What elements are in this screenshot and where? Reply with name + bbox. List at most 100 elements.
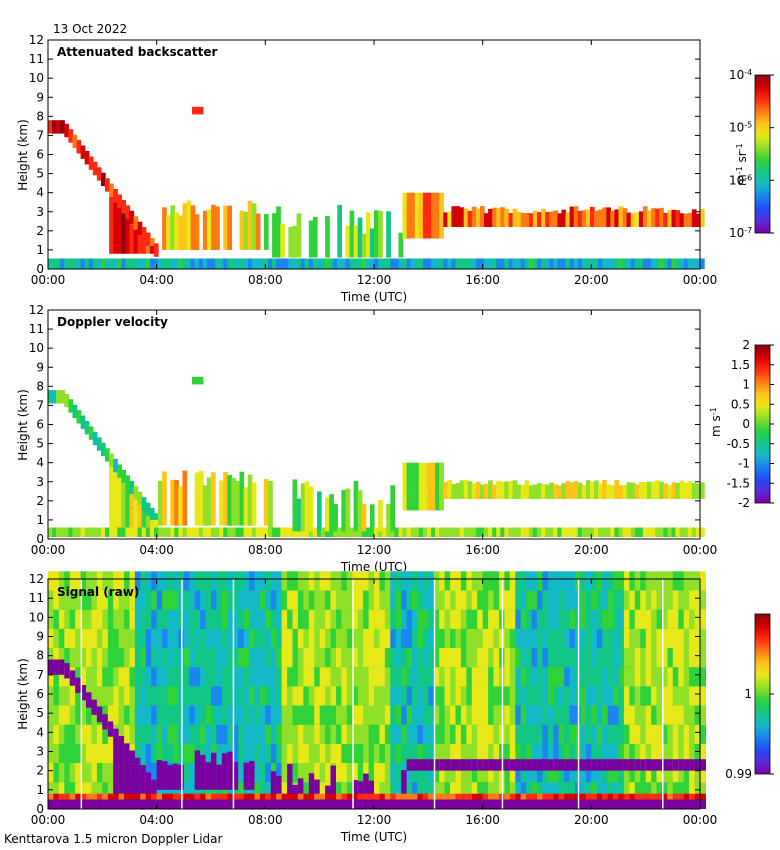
- heatmap-cell: [194, 724, 201, 744]
- heatmap-cell: [667, 258, 673, 269]
- heatmap-cell: [151, 667, 158, 687]
- heatmap-cell: [390, 571, 397, 591]
- heatmap-cell: [569, 763, 576, 783]
- heatmap-cell: [537, 609, 543, 629]
- heatmap-cell: [395, 667, 402, 687]
- heatmap-cell: [200, 754, 207, 790]
- heatmap-cell: [363, 686, 370, 706]
- heatmap-cell: [678, 686, 685, 706]
- heatmap-cell: [194, 793, 201, 800]
- heatmap-cell: [292, 609, 299, 629]
- heatmap-cell: [303, 799, 310, 809]
- heatmap-cell: [450, 667, 457, 687]
- heatmap-cell: [379, 743, 386, 763]
- heatmap-cell: [433, 571, 440, 591]
- heatmap-cell: [634, 782, 641, 802]
- heatmap-cell: [314, 763, 321, 783]
- heatmap-cell: [672, 628, 679, 648]
- heatmap-cell: [613, 667, 620, 687]
- heatmap-cell: [346, 743, 353, 763]
- heatmap-cell: [211, 609, 217, 629]
- heatmap-cell: [346, 590, 353, 610]
- heatmap-cell: [336, 793, 342, 800]
- heatmap-cell: [395, 799, 402, 809]
- heatmap-cell: [428, 571, 435, 591]
- heatmap-cell: [75, 799, 82, 809]
- heatmap-cell: [325, 743, 332, 763]
- signal-gap-line: [662, 579, 664, 809]
- heatmap-cell: [531, 782, 538, 802]
- heatmap-cell: [145, 628, 152, 648]
- heatmap-cell: [569, 206, 575, 227]
- heatmap-cell: [662, 799, 668, 809]
- heatmap-cell: [80, 743, 87, 763]
- heatmap-cell: [695, 258, 701, 269]
- heatmap-cell: [700, 724, 706, 744]
- heatmap-cell: [113, 472, 118, 528]
- heatmap-cell: [60, 390, 65, 404]
- heatmap-cell: [537, 258, 542, 269]
- heatmap-cell: [270, 705, 277, 725]
- heatmap-cell: [678, 590, 685, 610]
- heatmap-cell: [346, 571, 353, 591]
- heatmap-cell: [482, 590, 489, 610]
- heatmap-cell: [651, 793, 658, 800]
- heatmap-cell: [151, 686, 158, 706]
- heatmap-cell: [124, 648, 131, 668]
- heatmap-cell: [216, 743, 223, 763]
- heatmap-cell: [678, 763, 685, 783]
- xtick-label: 16:00: [465, 273, 500, 287]
- heatmap-cell: [606, 258, 611, 269]
- heatmap-cell: [623, 609, 630, 629]
- heatmap-cell: [202, 527, 208, 537]
- heatmap-cell: [53, 793, 60, 800]
- heatmap-cell: [542, 667, 549, 687]
- heatmap-cell: [417, 609, 424, 629]
- heatmap-cell: [444, 782, 451, 802]
- heatmap-cell: [585, 209, 591, 227]
- heatmap-cell: [591, 759, 598, 771]
- heatmap-cell: [488, 686, 495, 706]
- xtick-label: 08:00: [248, 813, 283, 827]
- heatmap-cell: [363, 590, 370, 610]
- heatmap-cell: [221, 590, 228, 610]
- heatmap-cell: [496, 527, 501, 537]
- heatmap-cell: [368, 648, 375, 668]
- heatmap-cell: [281, 686, 288, 706]
- heatmap-cell: [384, 743, 391, 763]
- heatmap-cell: [422, 628, 429, 648]
- heatmap-cell: [64, 686, 71, 706]
- heatmap-cell: [504, 628, 511, 648]
- heatmap-cell: [607, 793, 614, 800]
- heatmap-cell: [170, 258, 175, 269]
- heatmap-cell: [694, 609, 701, 629]
- heatmap-cell: [541, 258, 546, 269]
- velocity-colorbar-ticks: 21.510.50-0.5-1-1.5-2: [727, 338, 774, 510]
- heatmap-cell: [91, 743, 98, 763]
- heatmap-cell: [121, 199, 126, 214]
- heatmap-cell: [492, 527, 497, 537]
- heatmap-cell: [564, 799, 571, 809]
- heatmap-cell: [689, 628, 696, 648]
- heatmap-cell: [512, 208, 518, 227]
- heatmap-cell: [488, 705, 495, 725]
- heatmap-cell: [118, 793, 125, 800]
- heatmap-cell: [167, 724, 174, 744]
- heatmap-cell: [276, 705, 283, 725]
- heatmap-cell: [515, 571, 522, 591]
- heatmap-cell: [60, 527, 65, 537]
- heatmap-cell: [384, 686, 391, 706]
- heatmap-cell: [80, 763, 87, 783]
- heatmap-cell: [671, 482, 677, 499]
- heatmap-cell: [596, 571, 603, 591]
- heatmap-cell: [96, 648, 103, 668]
- heatmap-cell: [418, 527, 424, 537]
- heatmap-cell: [113, 609, 120, 629]
- heatmap-cell: [235, 481, 241, 526]
- heatmap-cell: [329, 258, 334, 269]
- heatmap-cell: [622, 258, 628, 269]
- heatmap-cell: [683, 527, 689, 537]
- heatmap-cell: [189, 609, 196, 629]
- heatmap-cell: [585, 743, 592, 763]
- heatmap-cell: [325, 785, 332, 800]
